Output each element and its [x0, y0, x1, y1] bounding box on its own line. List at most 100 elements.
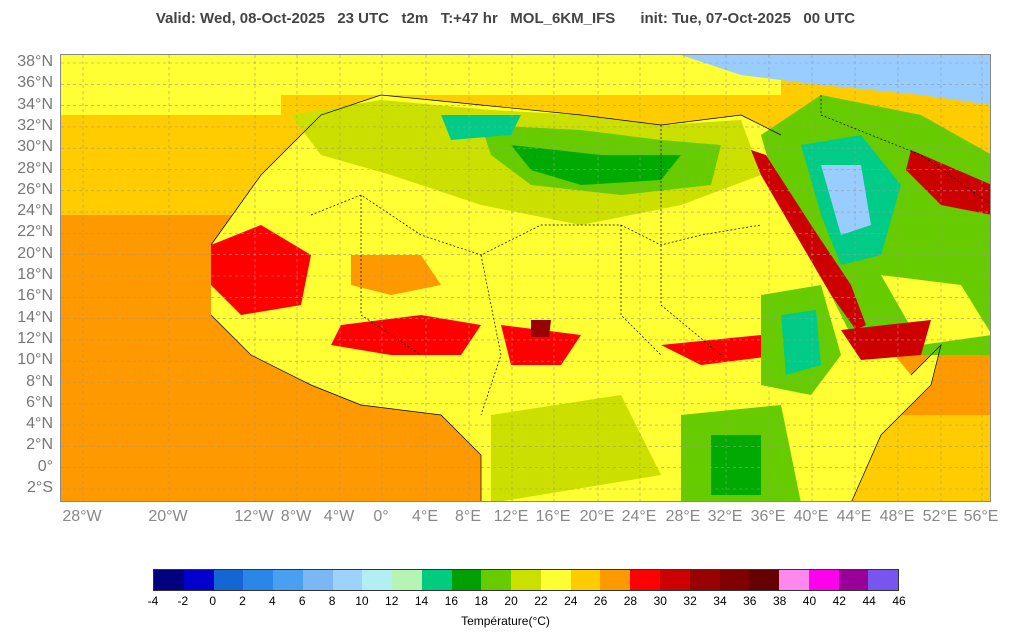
legend-swatch	[273, 570, 303, 590]
west-sahara-hot	[211, 225, 311, 315]
legend-swatch	[689, 570, 720, 590]
legend-swatch	[600, 570, 631, 590]
latitude-label: 8°N	[26, 372, 53, 390]
legend-swatch	[719, 570, 750, 590]
legend-swatch	[540, 570, 571, 590]
legend-tick-label: 40	[802, 594, 817, 608]
longitude-label: 4°W	[323, 508, 355, 525]
longitude-label: 8°E	[455, 508, 481, 525]
legend-swatch	[868, 570, 899, 590]
longitude-label: 56°E	[963, 508, 999, 525]
longitude-label: 12°E	[493, 508, 529, 525]
country-borders	[210, 94, 990, 501]
legend-swatch	[481, 570, 512, 590]
latitude-label: 2°S	[27, 479, 53, 496]
longitude-label: 32°E	[707, 508, 743, 525]
latitude-label: 4°N	[26, 415, 53, 433]
longitude-label: 16°E	[535, 508, 571, 525]
latitude-label: 0°	[37, 457, 53, 475]
legend-swatch	[511, 570, 541, 590]
red-sea	[751, 150, 866, 330]
longitude-label: 8°W	[280, 508, 312, 525]
longitude-label: 28°W	[62, 508, 102, 525]
latitude-label: 24°N	[17, 202, 53, 220]
latitude-label: 38°N	[17, 53, 53, 70]
legend-tick-label: 16	[444, 594, 459, 608]
legend-swatch	[154, 570, 184, 590]
longitude-label: 44°E	[836, 508, 872, 525]
latitude-label: 36°N	[17, 74, 53, 92]
legend-swatch	[243, 570, 274, 590]
legend-swatch	[570, 570, 601, 590]
legend-tick-label: 24	[564, 594, 578, 608]
longitude-label: 36°E	[750, 508, 786, 525]
legend-tick-label: 0	[209, 594, 217, 608]
legend-tick-label: 26	[593, 594, 608, 608]
longitude-label: 4°E	[412, 508, 438, 525]
latitude-label: 32°N	[17, 116, 53, 134]
congo-basin	[491, 395, 661, 501]
legend-tick-label: 22	[534, 594, 548, 608]
mediterranean-sea	[281, 55, 781, 95]
legend-tick-label: 30	[653, 594, 667, 608]
legend-tick-label: 2	[239, 594, 246, 608]
map-title: Valid: Wed, 08-Oct-2025 23 UTC t2m T:+47…	[155, 10, 856, 27]
latitude-label: 16°N	[17, 287, 53, 305]
graticule	[61, 55, 990, 501]
legend-tick-label: 18	[474, 594, 488, 608]
legend-swatch	[421, 570, 452, 590]
legend-tick-label: 38	[772, 594, 787, 608]
legend-tick-label: 10	[355, 594, 369, 608]
legend-swatch	[392, 570, 422, 590]
latitude-label: 28°N	[17, 159, 53, 177]
latitude-label: 18°N	[17, 266, 53, 283]
legend-swatch	[451, 570, 482, 590]
latitude-label: 20°N	[17, 244, 53, 262]
africa-land	[211, 95, 941, 501]
latitude-label: 2°N	[26, 436, 53, 454]
legend-tick-label: 36	[743, 594, 757, 608]
longitude-label: 24°E	[621, 508, 657, 525]
legend-tick-label: 20	[504, 594, 518, 608]
legend-swatch	[838, 570, 869, 590]
legend-swatch	[302, 570, 333, 590]
legend-tick-label: 8	[328, 594, 336, 608]
latitude-label: 26°N	[17, 180, 53, 198]
latitude-label: 12°N	[17, 329, 53, 347]
legend-tick-label: 46	[892, 594, 906, 608]
legend-swatch	[660, 570, 690, 590]
latitude-label: 10°N	[17, 351, 53, 369]
legend-swatch	[183, 570, 214, 590]
temperature-map[interactable]	[60, 54, 991, 502]
longitude-label: 20°E	[579, 508, 615, 525]
north-atlantic	[61, 55, 281, 115]
legend-tick-label: 6	[298, 594, 306, 608]
legend-swatch	[213, 570, 244, 590]
color-legend	[153, 569, 899, 591]
legend-tick-label: -2	[177, 594, 189, 608]
sahel-hot-band	[331, 315, 481, 355]
legend-swatch	[332, 570, 363, 590]
legend-tick-label: 12	[385, 594, 399, 608]
latitude-label: 30°N	[17, 138, 53, 156]
legend-tick-label: 44	[862, 594, 876, 608]
longitude-label: 0°	[373, 508, 389, 525]
legend-title: Température(°C)	[461, 614, 550, 628]
legend-tick-label: 14	[414, 594, 429, 608]
legend-tick-label: 34	[713, 594, 727, 608]
legend-tick-label: 32	[683, 594, 697, 608]
longitude-label: 48°E	[879, 508, 915, 525]
latitude-label: 22°N	[17, 223, 53, 241]
legend-tick-label: 28	[623, 594, 638, 608]
legend-swatch	[630, 570, 661, 590]
latitude-label: 6°N	[26, 393, 53, 411]
legend-swatch	[808, 570, 839, 590]
legend-swatch	[779, 570, 809, 590]
latitude-label: 14°N	[17, 308, 53, 326]
latitude-label: 34°N	[17, 95, 53, 113]
longitude-label: 28°E	[665, 508, 701, 525]
longitude-label: 40°E	[793, 508, 829, 525]
longitude-label: 12°W	[234, 508, 274, 525]
turkey-cold	[681, 55, 990, 105]
legend-swatch	[362, 570, 393, 590]
